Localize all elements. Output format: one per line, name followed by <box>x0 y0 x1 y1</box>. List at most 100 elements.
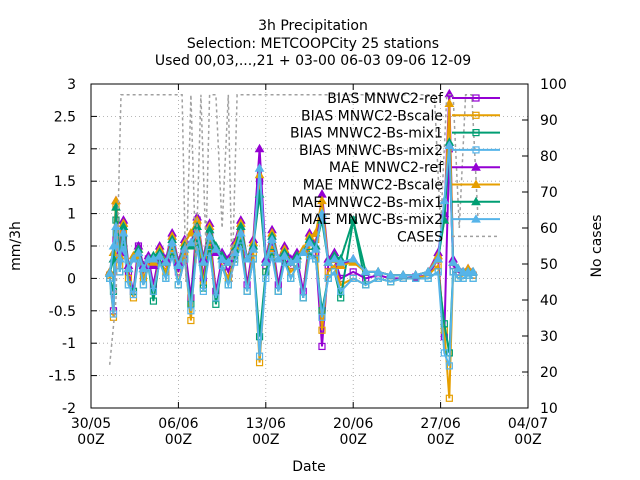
data-point-square <box>330 268 339 276</box>
data-point-triangle <box>471 162 481 171</box>
data-point-triangle <box>108 240 119 250</box>
data-point-triangle <box>444 140 455 150</box>
data-point-triangle <box>198 257 209 266</box>
chart-title-line1: 3h Precipitation <box>258 18 368 34</box>
y-tick-label: -1 <box>62 336 76 352</box>
x-axis-label: Date <box>292 459 325 475</box>
data-point-square <box>149 287 158 295</box>
data-point-triangle <box>360 266 371 276</box>
data-point-square <box>440 349 448 357</box>
data-point-square <box>149 297 158 305</box>
y2-tick-label: 20 <box>540 365 558 381</box>
y-axis-label: mm/3h <box>8 221 24 271</box>
y2-tick-label: 40 <box>540 293 558 309</box>
data-point-triangle <box>444 88 455 98</box>
data-point-square <box>312 255 320 263</box>
data-point-triangle <box>348 253 359 263</box>
data-point-triangle <box>123 263 134 273</box>
data-point-triangle <box>385 270 396 279</box>
y-tick-label: 0.5 <box>54 239 76 255</box>
data-point-triangle <box>292 253 302 263</box>
x-tick-sublabel: 00Z <box>252 432 279 448</box>
data-point-triangle <box>317 208 327 218</box>
legend-label: BIAS MNWC2-Bs-mix1 <box>290 126 443 142</box>
legend-label: MAE MNWC2-ref <box>329 160 444 176</box>
legend-label: BIAS MNWC2-Bscale <box>301 108 443 124</box>
data-point-square <box>199 287 207 295</box>
data-point-square <box>472 111 480 119</box>
y2-axis-ticks: 10 20 30 40 50 60 70 80 90 100 <box>522 77 567 417</box>
data-point-triangle <box>167 237 178 247</box>
x-tick-sublabel: 00Z <box>427 432 454 448</box>
x-tick-label: 13/06 <box>246 416 286 432</box>
data-point-triangle <box>468 266 478 276</box>
y2-tick-label: 70 <box>540 185 558 201</box>
plot-series <box>104 88 479 402</box>
data-point-square <box>249 255 257 263</box>
x-tick-label: 27/06 <box>420 416 460 432</box>
data-point-triangle <box>104 268 115 277</box>
data-point-triangle <box>471 214 481 223</box>
y-tick-label: -0.5 <box>49 304 76 320</box>
data-point-triangle <box>186 228 196 237</box>
data-point-square <box>224 281 232 289</box>
x-tick-sublabel: 00Z <box>77 432 104 448</box>
legend-entry: BIAS MNWC2-Bs-mix1 <box>290 126 500 142</box>
y2-tick-label: 90 <box>540 113 558 129</box>
data-point-triangle <box>154 250 165 260</box>
data-point-square <box>445 362 453 370</box>
y-tick-label: 1 <box>67 207 76 223</box>
data-point-square <box>268 252 276 260</box>
data-point-triangle <box>448 257 458 266</box>
x-tick-label: 20/06 <box>333 416 373 432</box>
y-tick-label: -1.5 <box>49 369 76 385</box>
legend-entry: BIAS MNWC-Bs-mix2 <box>299 143 500 159</box>
x-tick-sublabel: 00Z <box>339 432 366 448</box>
data-point-triangle <box>254 143 265 153</box>
data-point-triangle <box>217 253 227 263</box>
legend-entry: CASES <box>397 229 500 245</box>
x-tick-sublabel: 00Z <box>165 432 192 448</box>
data-point-square <box>187 307 195 315</box>
data-point-triangle <box>267 234 277 244</box>
data-point-triangle <box>329 253 340 263</box>
data-point-square <box>287 274 295 282</box>
y-tick-label: 1.5 <box>54 174 76 190</box>
legend-label: CASES <box>397 229 443 245</box>
data-point-triangle <box>348 215 359 224</box>
y2-axis-label: No cases <box>589 215 605 278</box>
data-point-triangle <box>223 257 234 266</box>
data-point-square <box>109 310 118 318</box>
data-point-square <box>139 281 148 289</box>
legend-entry: BIAS MNWC2-Bscale <box>301 108 500 124</box>
data-point-square <box>255 333 264 341</box>
y2-tick-label: 50 <box>540 257 558 273</box>
y-axis-ticks: -2 -1.5 -1 -0.5 0 0.5 1 1.5 2 2.5 3 <box>49 77 97 417</box>
data-point-square <box>472 94 480 102</box>
data-point-triangle <box>242 253 252 263</box>
data-point-square <box>472 129 480 137</box>
legend-entry: BIAS MNWC2-ref <box>327 91 500 107</box>
data-point-triangle <box>310 244 321 253</box>
data-point-square <box>454 274 462 282</box>
data-point-square <box>324 274 332 282</box>
data-point-square <box>212 294 220 302</box>
data-point-square <box>318 342 326 351</box>
data-point-square <box>162 274 170 282</box>
data-point-square <box>318 313 326 321</box>
data-point-triangle <box>335 257 346 266</box>
data-point-triangle <box>453 263 463 273</box>
data-point-square <box>362 281 370 289</box>
series-line <box>108 94 479 365</box>
legend-entry: MAE MNWC2-ref <box>329 160 500 176</box>
legend-label: BIAS MNWC-Bs-mix2 <box>299 143 443 159</box>
legend-entry: MAE MNWC2-Bs-mix1 <box>292 195 500 211</box>
y2-tick-label: 10 <box>540 401 558 417</box>
data-point-square <box>299 294 307 302</box>
data-point-triangle <box>317 195 327 205</box>
data-point-square <box>124 281 133 289</box>
data-point-triangle <box>248 244 259 253</box>
data-point-triangle <box>204 231 215 240</box>
